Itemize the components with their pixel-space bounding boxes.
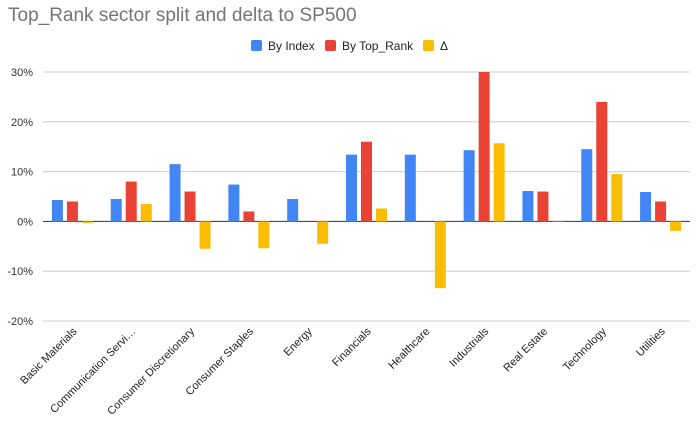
y-tick-label: 0% — [17, 216, 33, 228]
legend-swatch — [423, 40, 434, 51]
bar — [596, 101, 608, 222]
bar — [243, 211, 255, 222]
bar — [287, 198, 299, 222]
bar — [140, 203, 152, 222]
bar — [81, 221, 93, 223]
legend-label: By Index — [268, 39, 315, 53]
y-tick-label: 20% — [11, 117, 33, 129]
bar — [199, 221, 211, 249]
bar — [655, 201, 667, 222]
y-tick-label: 10% — [11, 167, 33, 179]
bar — [125, 181, 137, 222]
y-tick-label: 30% — [11, 67, 33, 79]
bar — [346, 154, 357, 222]
bar — [434, 221, 446, 289]
bar — [169, 164, 181, 222]
x-category-label: Technology — [561, 325, 609, 373]
legend-label: Δ — [440, 39, 448, 53]
bar — [640, 192, 652, 222]
bar — [670, 221, 682, 231]
y-tick-label: -20% — [7, 316, 33, 328]
bar — [404, 154, 416, 222]
bar — [463, 150, 475, 222]
bar — [522, 191, 534, 222]
x-category-label: Industrials — [447, 325, 491, 369]
bar — [611, 174, 623, 222]
bar — [581, 149, 593, 222]
x-category-label: Energy — [282, 325, 315, 358]
x-category-label: Financials — [330, 325, 374, 369]
bar — [493, 143, 505, 222]
bar — [51, 199, 63, 222]
bar — [110, 198, 122, 222]
legend-swatch — [325, 40, 336, 51]
bar — [66, 201, 78, 222]
bar — [184, 191, 196, 222]
legend-swatch — [251, 40, 262, 51]
bar — [258, 221, 270, 249]
x-category-label: Healthcare — [386, 326, 432, 372]
bar — [317, 221, 329, 244]
chart-title: Top_Rank sector split and delta to SP500 — [8, 5, 357, 26]
bar — [376, 208, 387, 222]
bar — [478, 72, 490, 222]
x-category-label: Utilities — [634, 325, 668, 359]
legend-label: By Top_Rank — [342, 39, 414, 53]
bar — [228, 184, 240, 222]
y-tick-label: -10% — [7, 266, 33, 278]
bar — [361, 141, 372, 222]
x-category-label: Basic Materials — [18, 325, 80, 387]
x-category-label: Real Estate — [501, 326, 550, 375]
bar — [537, 191, 549, 222]
